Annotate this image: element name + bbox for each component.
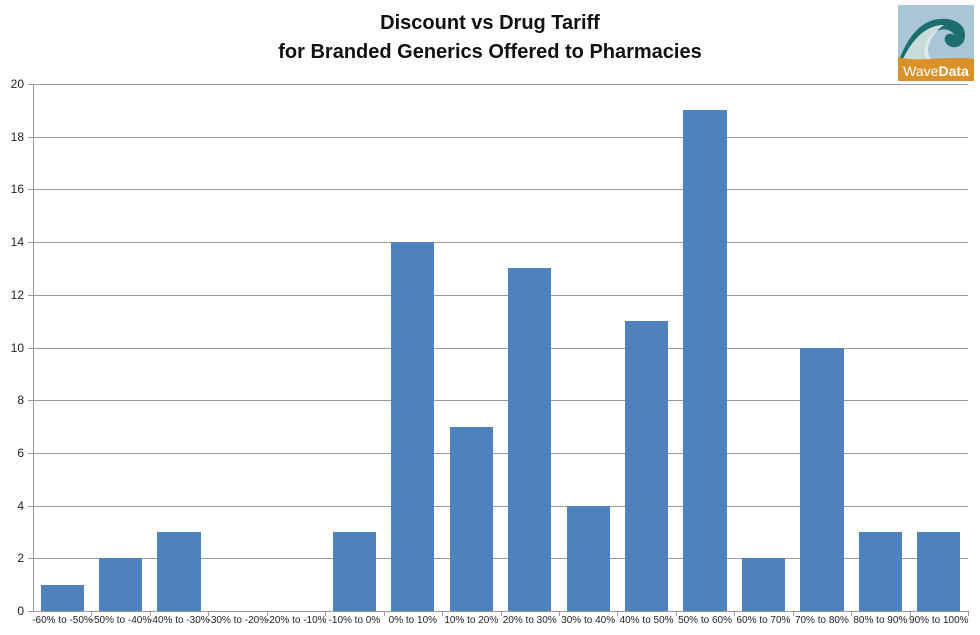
x-tick-mark: [617, 611, 619, 616]
y-tick-label: 8: [17, 393, 24, 408]
x-tick-label: 0% to 10%: [388, 615, 438, 626]
chart-title-line-2: for Branded Generics Offered to Pharmaci…: [278, 41, 702, 63]
gridline: [33, 505, 968, 507]
bar: [741, 558, 786, 611]
y-tick-mark: [28, 558, 33, 560]
x-tick-mark: [500, 611, 502, 616]
x-tick-label: -40% to -30%: [149, 615, 210, 626]
x-tick-mark: [968, 611, 969, 616]
x-tick-mark: [442, 611, 444, 616]
gridline: [33, 242, 968, 244]
bar: [800, 347, 844, 611]
bar: [624, 321, 669, 611]
x-tick-mark: [325, 611, 327, 616]
bar: [858, 531, 902, 611]
x-tick-label: 50% to 60%: [678, 615, 732, 626]
x-tick-label: 60% to 70%: [736, 615, 791, 626]
gridline: [33, 294, 968, 296]
bar: [508, 268, 552, 611]
bar: [40, 584, 84, 611]
x-tick-label: -30% to -20%: [207, 615, 269, 626]
y-tick-label: 18: [10, 129, 24, 144]
x-tick-label: 90% to 100%: [909, 615, 969, 626]
gridline: [33, 452, 968, 454]
x-tick-mark: [149, 611, 151, 616]
y-tick-label: 0: [17, 604, 24, 618]
y-tick-label: 2: [17, 551, 24, 566]
x-tick-mark: [909, 611, 911, 616]
y-tick-label: 12: [10, 287, 24, 302]
x-tick-label: 10% to 20%: [444, 615, 499, 626]
gridline: [33, 558, 968, 560]
gridline: [33, 84, 968, 85]
bar: [157, 531, 201, 611]
gridline: [33, 136, 968, 138]
bar: [449, 426, 493, 611]
x-tick-mark: [558, 611, 560, 616]
y-tick-mark: [28, 294, 33, 296]
x-tick-mark: [675, 611, 677, 616]
x-tick-label: 20% to 30%: [502, 615, 557, 626]
logo-text-data: Data: [938, 63, 969, 79]
x-tick-label: 30% to 40%: [561, 615, 616, 626]
wavedata-logo: WaveData: [898, 5, 974, 81]
y-tick-mark: [28, 611, 33, 612]
x-tick-label: -60% to -50%: [32, 615, 93, 626]
bar: [566, 505, 610, 611]
y-tick-label: 14: [10, 235, 24, 250]
y-tick-label: 6: [17, 445, 24, 460]
x-tick-mark: [792, 611, 794, 616]
y-tick-mark: [28, 505, 33, 507]
x-tick-label: 70% to 80%: [794, 615, 849, 626]
x-tick-label: -20% to -10%: [265, 615, 327, 626]
x-tick-mark: [851, 611, 853, 616]
bar: [391, 242, 435, 611]
x-tick-label: -50% to -40%: [90, 615, 152, 626]
bar: [99, 558, 143, 611]
bar: [683, 110, 727, 611]
x-tick-label: 80% to 90%: [853, 615, 908, 626]
bar: [332, 531, 377, 611]
y-tick-label: 10: [10, 340, 24, 355]
y-tick-label: 4: [17, 498, 24, 513]
gridline: [33, 189, 968, 191]
y-tick-mark: [28, 189, 33, 191]
y-tick-mark: [28, 400, 33, 402]
gridline: [33, 347, 968, 349]
y-tick-label: 20: [10, 77, 24, 91]
bar: [917, 531, 961, 611]
y-tick-mark: [28, 452, 33, 454]
y-tick-mark: [28, 136, 33, 138]
x-tick-mark: [208, 611, 210, 616]
x-tick-mark: [91, 611, 93, 616]
y-tick-mark: [28, 242, 33, 244]
logo-text-wave: Wave: [903, 63, 938, 79]
x-tick-mark: [266, 611, 268, 616]
y-tick-label: 16: [10, 182, 24, 197]
y-tick-mark: [28, 84, 33, 85]
svg-text:WaveData: WaveData: [903, 63, 969, 79]
y-tick-mark: [28, 347, 33, 349]
x-tick-label: -10% to 0%: [328, 615, 381, 626]
chart-title-line-1: Discount vs Drug Tariff: [380, 12, 600, 34]
x-tick-mark: [383, 611, 385, 616]
x-tick-mark: [734, 611, 736, 616]
plot-area: 0 2 4 6 8 10 12 14 16 18 20: [11, 77, 969, 618]
x-tick-label: 40% to 50%: [619, 615, 674, 626]
gridline: [33, 400, 968, 402]
